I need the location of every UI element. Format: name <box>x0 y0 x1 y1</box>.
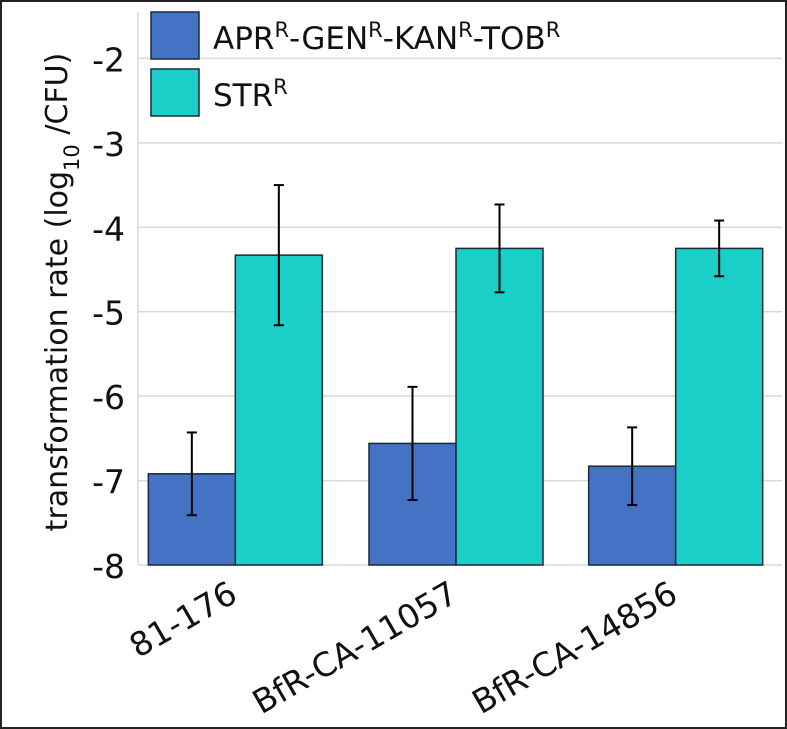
legend-text: -GEN <box>289 21 368 57</box>
bar-str <box>674 247 764 566</box>
y-axis-label: transformation rate (log10 /CFU) <box>40 53 84 532</box>
legend-swatch <box>150 11 200 60</box>
legend-text: -KAN <box>383 21 458 57</box>
y-tick-label: -3 <box>92 125 125 164</box>
y-tick-label: -2 <box>92 40 125 79</box>
legend-superscript: R <box>458 18 473 42</box>
legend-label: APRR-GENR-KANR-TOBR <box>213 18 560 57</box>
y-tick-label: -6 <box>92 378 125 417</box>
y-tick-label: -4 <box>92 209 125 248</box>
y-axis-label-tail: /CFU) <box>40 53 75 145</box>
legend-superscript: R <box>546 18 561 42</box>
legend-superscript: R <box>368 18 383 42</box>
legend-text: -TOB <box>473 21 546 57</box>
x-tick-label: BfR-CA-14856 <box>465 573 683 722</box>
legend-text: APR <box>213 21 274 57</box>
y-tick-label: -5 <box>92 294 125 333</box>
x-tick-label: 81-176 <box>123 573 244 665</box>
legend-text: STR <box>213 78 273 114</box>
legend-superscript: R <box>273 75 288 99</box>
legend-superscript: R <box>274 18 289 42</box>
bar-str <box>455 247 544 566</box>
y-axis-label-sub: 10 <box>60 144 84 171</box>
bar-apr-gen-kan-tob <box>147 473 237 566</box>
x-tick-label: BfR-CA-11057 <box>246 573 464 722</box>
legend-label: STRR <box>213 75 288 114</box>
y-tick-label: -7 <box>92 463 125 502</box>
y-tick-label: -8 <box>92 547 125 586</box>
y-axis-label-main: transformation rate (log <box>40 171 75 531</box>
legend-swatch <box>150 68 200 117</box>
